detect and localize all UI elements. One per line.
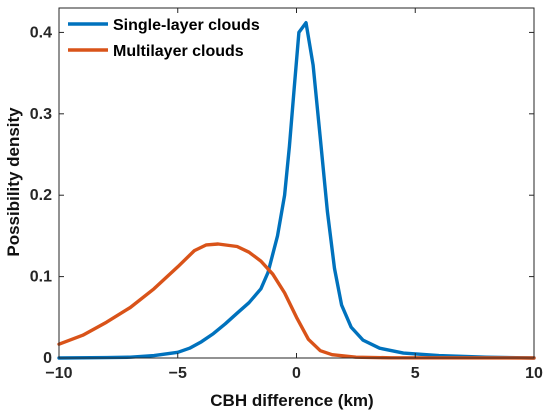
y-tick-label: 0.4	[30, 24, 52, 41]
axes: −10 −5 0 5 10 0 0.1 0.2 0.3 0.4	[30, 7, 543, 382]
x-tick-label: 10	[525, 365, 543, 382]
x-tick-label: 5	[411, 365, 420, 382]
legend-label-single-layer: Single-layer clouds	[113, 17, 260, 34]
legend-label-multilayer: Multilayer clouds	[113, 43, 244, 60]
x-tick-label: 0	[292, 365, 301, 382]
x-tick-label: −10	[45, 365, 72, 382]
series-line-single-layer	[57, 21, 536, 360]
x-axis-label: CBH difference (km)	[210, 391, 373, 410]
y-tick-label: 0.1	[30, 269, 52, 286]
series-line-multilayer	[57, 242, 536, 360]
series-layer	[57, 21, 536, 360]
y-tick-label: 0.3	[30, 106, 52, 123]
x-tick-label: −5	[169, 365, 187, 382]
y-tick-label: 0	[43, 350, 52, 367]
y-axis-label: Possibility density	[4, 107, 23, 257]
y-tick-label: 0.2	[30, 187, 52, 204]
legend: Single-layer clouds Multilayer clouds	[68, 17, 260, 60]
